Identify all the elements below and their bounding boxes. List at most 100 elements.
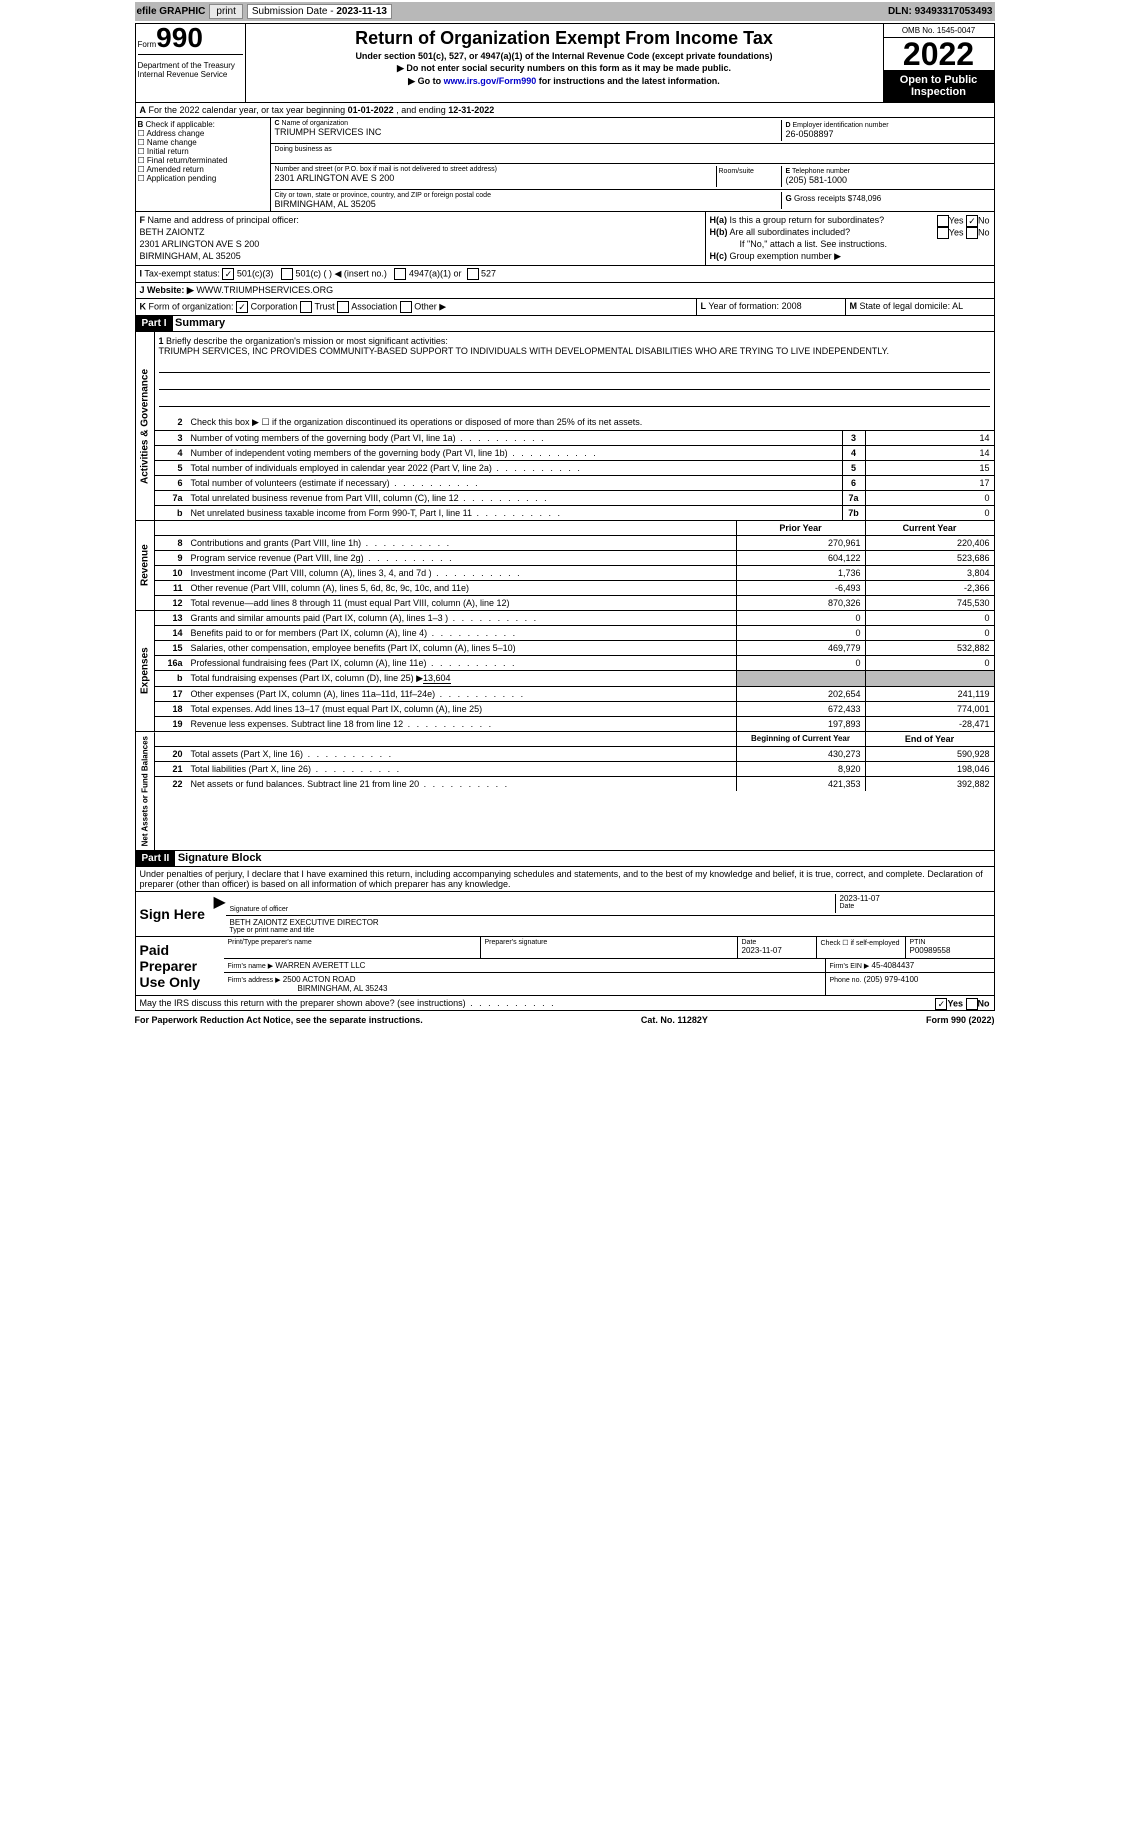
arrow-icon: ▶ [214,892,226,936]
vtab-exp: Expenses [136,611,155,731]
website: WWW.TRIUMPHSERVICES.ORG [196,285,333,295]
org-name: TRIUMPH SERVICES INC [275,127,781,137]
ssn-notice: ▶ Do not enter social security numbers o… [248,63,881,74]
line-3: Number of voting members of the governin… [187,431,842,445]
mission-text: TRIUMPH SERVICES, INC PROVIDES COMMUNITY… [159,346,890,356]
vtab-rev: Revenue [136,521,155,610]
state-domicile: AL [952,301,963,311]
chk-other[interactable] [400,301,412,313]
val-16b: 13,604 [423,673,451,684]
officer-city: BIRMINGHAM, AL 35205 [140,250,701,262]
discuss-yes[interactable]: ✓ [935,998,947,1010]
ptin: P00989558 [910,946,990,955]
chk-527[interactable] [467,268,479,280]
ein: 26-0508897 [786,129,986,139]
chk-501c3[interactable]: ✓ [222,268,234,280]
chk-amended[interactable]: ☐ Amended return [138,165,268,174]
chk-corp[interactable]: ✓ [236,301,248,313]
val-7a: 0 [865,491,994,505]
irs-link[interactable]: www.irs.gov/Form990 [444,76,537,86]
col-CDEFG: C Name of organization TRIUMPH SERVICES … [271,118,994,211]
section-F-H: F Name and address of principal officer:… [135,212,995,266]
firm-city: BIRMINGHAM, AL 35243 [228,984,388,993]
prep-date: 2023-11-07 [742,946,812,955]
activities-governance: Activities & Governance 1 Briefly descri… [135,332,995,521]
form-title: Return of Organization Exempt From Incom… [248,28,881,49]
vtab-na: Net Assets or Fund Balances [136,732,155,850]
firm-ein: 45-4084437 [872,961,915,970]
form-990-page: efile GRAPHIC print Submission Date - 20… [133,0,997,1031]
print-button[interactable]: print [209,4,242,19]
section-KLM: K Form of organization: ✓ Corporation Tr… [135,299,995,316]
chk-address-change[interactable]: ☐ Address change [138,129,268,138]
hdr-current-year: Current Year [865,521,994,535]
firm-addr: 2500 ACTON ROAD [283,975,356,984]
vtab-ag: Activities & Governance [136,332,155,520]
pra-notice: For Paperwork Reduction Act Notice, see … [135,1015,423,1025]
discuss-row: May the IRS discuss this return with the… [135,996,995,1011]
officer-addr: 2301 ARLINGTON AVE S 200 [140,238,701,250]
ha-no[interactable]: ✓ [966,215,978,227]
part-2-header: Part II Signature Block [135,851,995,867]
sign-here-label: Sign Here [136,892,214,936]
hb-yes[interactable] [937,227,949,239]
hdr-prior-year: Prior Year [736,521,865,535]
phone: (205) 581-1000 [786,175,986,185]
hdr-bcy: Beginning of Current Year [736,732,865,746]
revenue: Revenue Prior YearCurrent Year 8Contribu… [135,521,995,611]
chk-assoc[interactable] [337,301,349,313]
dln: DLN: 93493317053493 [888,6,993,17]
hb-no[interactable] [966,227,978,239]
val-5: 15 [865,461,994,475]
submission-date: Submission Date - 2023-11-13 [247,4,392,19]
paid-preparer: Paid Preparer Use Only Print/Type prepar… [135,937,995,996]
line-A: A For the 2022 calendar year, or tax yea… [135,103,995,118]
col-E: E Telephone number(205) 581-1000 [781,166,990,187]
paid-preparer-label: Paid Preparer Use Only [136,937,224,995]
form-subtitle: Under section 501(c), 527, or 4947(a)(1)… [248,51,881,61]
expenses: Expenses 13Grants and similar amounts pa… [135,611,995,732]
cat-no: Cat. No. 11282Y [641,1015,708,1025]
goto-link-row: ▶ Go to www.irs.gov/Form990 for instruct… [248,76,881,87]
col-D: D Employer identification number 26-0508… [781,120,990,141]
public-inspection: Open to Public Inspection [884,70,994,102]
efile-label: efile GRAPHIC [137,6,206,17]
form-number: Form 990 (2022) [926,1015,995,1025]
val-6: 17 [865,476,994,490]
sign-here: Sign Here ▶ Signature of officer2023-11-… [135,892,995,937]
dept-label: Department of the Treasury Internal Reve… [138,54,243,79]
net-assets: Net Assets or Fund Balances Beginning of… [135,732,995,851]
chk-501c[interactable] [281,268,293,280]
chk-trust[interactable] [300,301,312,313]
chk-app-pending[interactable]: ☐ Application pending [138,174,268,183]
form-number-box: Form990 Department of the Treasury Inter… [136,24,246,102]
val-3: 14 [865,431,994,445]
chk-4947[interactable] [394,268,406,280]
line-J: J Website: ▶ WWW.TRIUMPHSERVICES.ORG [135,283,995,299]
line-2: Check this box ▶ ☐ if the organization d… [187,415,994,430]
chk-name-change[interactable]: ☐ Name change [138,138,268,147]
firm-phone: (205) 979-4100 [864,975,919,984]
org-city: BIRMINGHAM, AL 35205 [275,199,781,209]
ha-yes[interactable] [937,215,949,227]
org-address: 2301 ARLINGTON AVE S 200 [275,173,716,183]
section-B-to-G: B Check if applicable: ☐ Address change … [135,118,995,212]
val-7b: 0 [865,506,994,520]
firm-name: WARREN AVERETT LLC [275,961,365,970]
sign-date: 2023-11-07 [840,894,990,903]
chk-initial-return[interactable]: ☐ Initial return [138,147,268,156]
year-formation: 2008 [782,301,802,311]
val-8-cy: 220,406 [865,536,994,550]
line-1: 1 Briefly describe the organization's mi… [155,332,994,415]
title-box: Return of Organization Exempt From Incom… [246,24,883,102]
val-8-py: 270,961 [736,536,865,550]
page-footer: For Paperwork Reduction Act Notice, see … [135,1011,995,1029]
gross-receipts: 748,096 [852,194,881,203]
top-toolbar: efile GRAPHIC print Submission Date - 20… [135,2,995,21]
form-header: Form990 Department of the Treasury Inter… [135,23,995,103]
discuss-no[interactable] [966,998,978,1010]
tax-year: 2022 [884,38,994,70]
section-I: I Tax-exempt status: ✓ 501(c)(3) 501(c) … [135,266,995,283]
chk-final-return[interactable]: ☐ Final return/terminated [138,156,268,165]
val-4: 14 [865,446,994,460]
